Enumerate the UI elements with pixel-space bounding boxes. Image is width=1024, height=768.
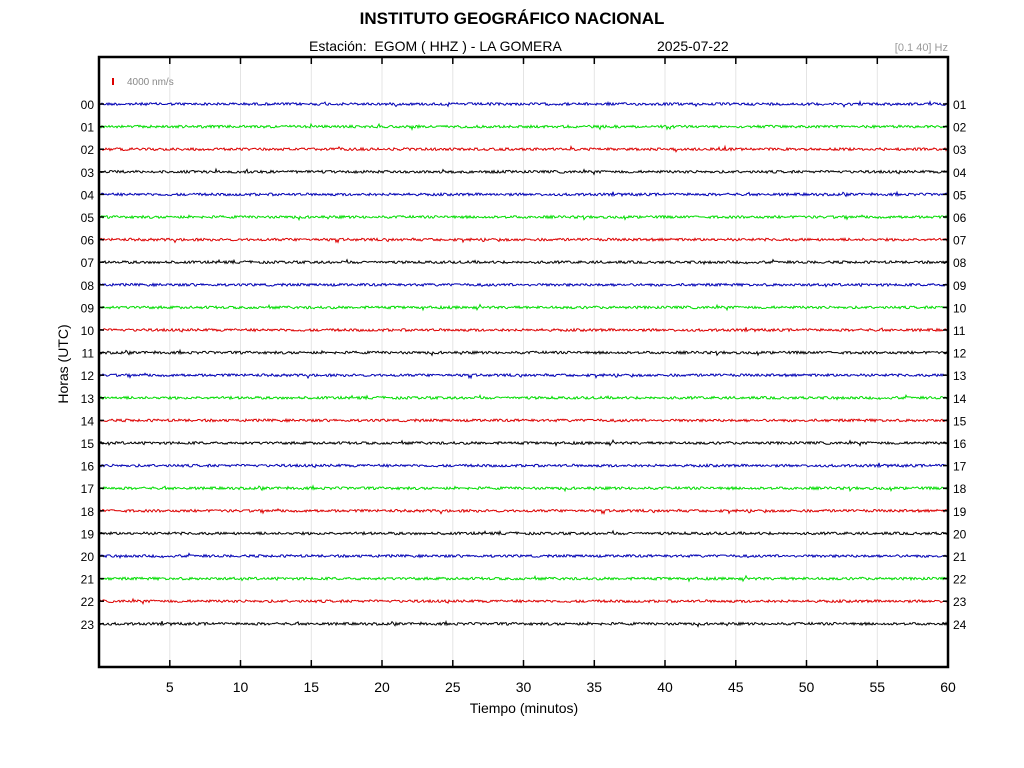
hour-label-left: 04	[81, 188, 95, 202]
hour-label-left: 02	[81, 143, 95, 157]
trace-hour-00	[98, 100, 949, 108]
trace-hour-20	[98, 552, 949, 560]
x-tick-label: 35	[587, 679, 603, 695]
hour-label-right: 24	[953, 618, 967, 632]
seismic-traces	[98, 100, 949, 628]
hour-label-right: 14	[953, 392, 967, 406]
hour-label-left: 21	[81, 573, 95, 587]
trace-hour-02	[98, 144, 949, 153]
x-tick-label: 10	[233, 679, 249, 695]
trace-hour-09	[98, 303, 949, 312]
trace-hour-12	[98, 372, 949, 380]
trace-hour-03	[98, 167, 949, 176]
hour-label-left: 15	[81, 437, 95, 451]
hour-label-left: 14	[81, 414, 95, 428]
trace-hour-17	[98, 484, 949, 493]
trace-hour-11	[98, 348, 949, 357]
hour-label-left: 20	[81, 550, 95, 564]
trace-hour-10	[98, 327, 949, 333]
hour-label-left: 16	[81, 460, 95, 474]
hour-label-right: 17	[953, 460, 967, 474]
trace-hour-21	[98, 574, 949, 583]
hour-label-left: 13	[81, 392, 95, 406]
x-tick-label: 5	[166, 679, 174, 695]
trace-hour-05	[98, 214, 949, 222]
hour-label-left: 07	[81, 256, 95, 270]
x-tick-label: 20	[374, 679, 390, 695]
hour-label-right: 02	[953, 121, 967, 135]
hour-label-left: 18	[81, 505, 95, 519]
trace-hour-23	[98, 619, 949, 628]
x-tick-label: 45	[728, 679, 744, 695]
hour-label-right: 22	[953, 573, 967, 587]
hour-label-left: 08	[81, 279, 95, 293]
hour-label-right: 04	[953, 166, 967, 180]
hour-label-left: 06	[81, 234, 95, 248]
trace-hour-15	[98, 438, 949, 447]
hour-label-right: 06	[953, 211, 967, 225]
x-tick-label: 15	[304, 679, 320, 695]
hour-label-right: 15	[953, 414, 967, 428]
trace-hour-06	[98, 237, 949, 244]
hour-label-left: 11	[82, 347, 95, 361]
x-tick-label: 50	[799, 679, 815, 695]
hour-label-right: 07	[953, 234, 967, 248]
hour-label-right: 08	[953, 256, 967, 270]
hour-label-left: 01	[81, 121, 95, 135]
trace-hour-19	[98, 529, 949, 536]
x-tick-label: 55	[870, 679, 886, 695]
tick-labels: 5 10 15 20 25 30 35 40 45 50 55 60 00 01 01 02 02 03 03 04 0…	[81, 98, 967, 695]
scale-label: 4000 nm/s	[127, 77, 174, 88]
station-label: Estación: EGOM ( HHZ ) - LA GOMERA	[309, 38, 562, 54]
hour-label-right: 13	[953, 369, 967, 383]
hour-label-left: 03	[81, 166, 95, 180]
trace-hour-04	[98, 190, 949, 198]
hour-label-right: 03	[953, 143, 967, 157]
hour-label-left: 09	[81, 301, 95, 315]
hour-label-right: 12	[953, 347, 967, 361]
trace-hour-18	[98, 508, 949, 515]
hour-label-right: 21	[953, 550, 967, 564]
hour-label-right: 09	[953, 279, 967, 293]
trace-hour-22	[98, 597, 949, 606]
x-tick-label: 60	[940, 679, 956, 695]
date-label: 2025-07-22	[657, 38, 729, 54]
plot-frame	[97, 55, 950, 669]
scale-bar	[112, 78, 114, 85]
x-tick-label: 25	[445, 679, 461, 695]
hour-label-right: 23	[953, 595, 967, 609]
frequency-band-label: [0.1 40] Hz	[894, 42, 948, 54]
hour-label-left: 22	[81, 595, 95, 609]
trace-hour-01	[98, 122, 949, 131]
trace-hour-08	[98, 282, 949, 288]
hour-label-right: 20	[953, 527, 967, 541]
chart-title: INSTITUTO GEOGRÁFICO NACIONAL	[359, 9, 665, 28]
hour-label-right: 18	[953, 482, 967, 496]
trace-hour-13	[98, 394, 949, 401]
hour-label-right: 01	[953, 98, 967, 112]
hour-label-left: 19	[81, 527, 95, 541]
trace-hour-16	[98, 462, 949, 469]
hour-label-right: 19	[953, 505, 967, 519]
trace-hour-07	[98, 258, 948, 266]
trace-hour-14	[98, 417, 949, 423]
hour-label-left: 12	[81, 369, 95, 383]
hour-label-right: 11	[953, 324, 966, 338]
x-tick-label: 30	[516, 679, 532, 695]
hour-label-right: 05	[953, 188, 967, 202]
x-tick-label: 40	[657, 679, 673, 695]
hour-label-right: 10	[953, 301, 967, 315]
x-axis-label: Tiempo (minutos)	[469, 700, 579, 716]
hour-label-left: 05	[81, 211, 95, 225]
grid-lines	[169, 57, 878, 667]
hour-label-left: 23	[81, 618, 95, 632]
hour-label-left: 00	[81, 98, 95, 112]
hour-label-right: 16	[953, 437, 967, 451]
hour-label-left: 17	[81, 482, 95, 496]
hour-label-left: 10	[81, 324, 95, 338]
